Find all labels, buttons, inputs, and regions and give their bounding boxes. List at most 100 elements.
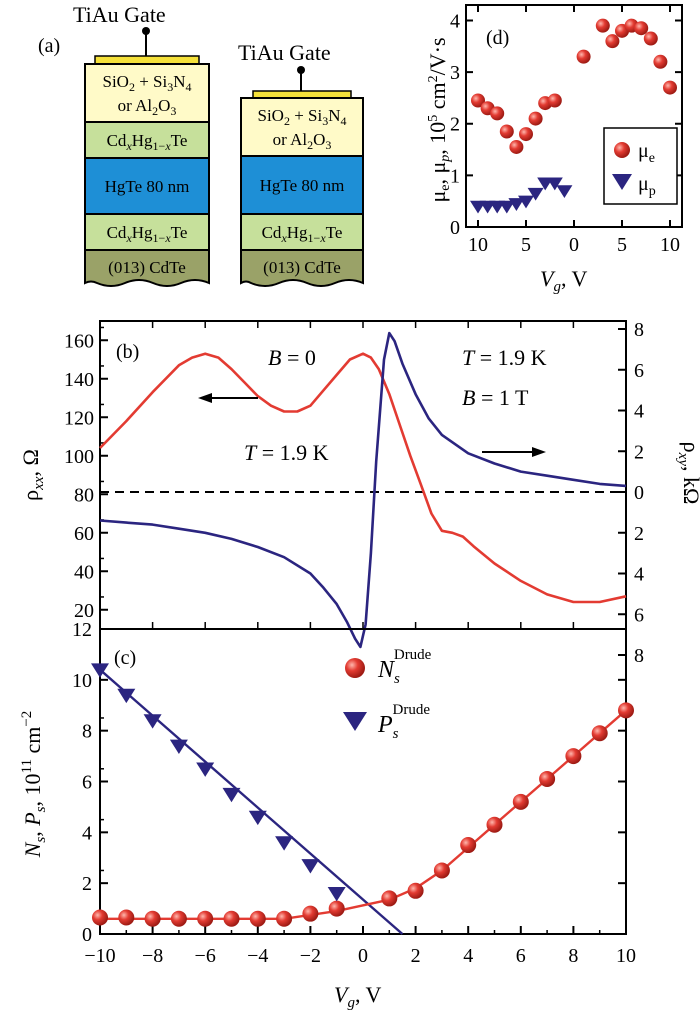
annotation-b0: B = 0 [268, 345, 316, 370]
legend-ps-marker [343, 712, 367, 731]
legend-mu-p-marker [612, 174, 632, 190]
c-x-tick-label: 6 [516, 945, 526, 967]
panel-b-label: (b) [116, 341, 139, 363]
ns-point [302, 905, 319, 922]
mu-e-point [576, 49, 591, 64]
buffer-text-left: CdxHg1−xTe [107, 223, 188, 245]
ps-point [196, 762, 215, 777]
mu-p-point [518, 195, 534, 209]
ps-point [275, 836, 294, 851]
legend-mu-e-marker [614, 142, 630, 158]
d-y-tick-label: 3 [450, 62, 460, 84]
arrow-left-axis [198, 393, 258, 403]
ps-point [117, 688, 136, 704]
c-x-tick-label: −4 [247, 945, 268, 967]
cap-layer-left [84, 121, 210, 159]
b-left-tick-label: 120 [64, 407, 94, 429]
ns-point [197, 910, 214, 927]
arrow-right-axis [482, 447, 546, 457]
ns-point [249, 910, 266, 927]
dielectric-text-1-right: SiO2 + Si3N4 [257, 106, 346, 128]
ns-point [591, 725, 608, 742]
ps-fit-line [99, 668, 404, 935]
c-x-tick-label: 8 [568, 945, 578, 967]
ps-point [169, 739, 188, 755]
c-y-tick-label: 6 [82, 772, 92, 794]
mu-e-point [499, 124, 514, 139]
c-x-tick-label: 0 [358, 945, 368, 967]
b-right-tick-label: 8 [634, 645, 644, 667]
mu-e-point [643, 31, 658, 46]
ps-point [222, 787, 241, 803]
c-x-tick-label: 10 [616, 945, 636, 967]
mu-e-point [663, 80, 677, 95]
panel-d-ylabel: μe, μp, 105 cm2/V·s [425, 37, 453, 202]
d-x-tick-label: 10 [660, 234, 680, 256]
panel-c-xlabel: Vg, V [334, 982, 382, 1011]
ns-point [433, 862, 450, 879]
ns-point [170, 910, 187, 927]
legend-ns-marker [345, 658, 365, 678]
panel-d-xlabel: Vg, V [540, 266, 588, 295]
gate-contact-left [142, 27, 150, 35]
annotation-field: B = 1 T [462, 385, 529, 410]
dielectric-text-1-left: SiO2 + Si3N4 [102, 72, 191, 94]
panel-a-layer-stack: (a) TiAu Gate SiO2 + Si3N4 or Al2O3 CdxH… [38, 2, 364, 287]
mu-e-point [490, 106, 505, 121]
d-y-tick-label: 0 [450, 217, 460, 239]
rho-xx-curve [99, 352, 627, 604]
ps-point [91, 663, 109, 678]
legend-ns-label: NsDrude [377, 647, 432, 687]
b-right-tick-label: 0 [634, 482, 644, 504]
ns-point [407, 882, 424, 899]
ps-point [143, 714, 162, 729]
c-y-tick-label: 12 [72, 619, 92, 641]
panel-a-label: (a) [38, 35, 60, 57]
well-text-left: HgTe 80 nm [105, 177, 190, 196]
b-left-tick-label: 160 [64, 330, 94, 352]
gate-label-left: TiAu Gate [73, 2, 166, 27]
panel-c-label: (c) [114, 647, 136, 669]
dielectric-text-2-right: or Al2O3 [273, 130, 332, 152]
mu-e-point [634, 21, 649, 36]
c-x-tick-label: −6 [195, 945, 216, 967]
mu-e-point [653, 54, 668, 69]
rho-xy-curve [99, 331, 627, 649]
mu-p-point [556, 185, 573, 199]
b-right-tick-label: 2 [634, 441, 644, 463]
mu-e-point [605, 34, 620, 49]
panel-c-ylabel: Ns, Ps, 1011 cm−2 [19, 711, 49, 859]
ns-point [460, 837, 477, 854]
panel-d-legend [603, 127, 678, 205]
d-x-tick-label: 10 [468, 234, 488, 256]
b-left-tick-label: 100 [64, 446, 94, 468]
c-y-tick-label: 8 [82, 721, 92, 743]
ns-point [486, 816, 503, 833]
substrate-text-left: (013) CdTe [108, 258, 186, 277]
mu-e-point [595, 18, 610, 33]
panel-d-label: (d) [486, 27, 509, 49]
ps-point [301, 859, 320, 874]
gate-contact-right [297, 66, 305, 74]
b-right-tick-label: 8 [634, 319, 644, 341]
b-left-tick-label: 40 [74, 561, 94, 583]
dielectric-text-2-left: or Al2O3 [118, 96, 177, 118]
ns-point [223, 910, 240, 927]
ns-point [328, 900, 345, 917]
d-y-tick-label: 4 [450, 10, 460, 32]
mu-e-point [519, 127, 533, 142]
ps-point [248, 810, 267, 826]
ps-point [327, 887, 346, 902]
d-x-tick-label: 0 [569, 234, 579, 256]
b-right-tick-label: 6 [634, 604, 644, 626]
c-x-tick-label: 2 [411, 945, 421, 967]
ns-point [144, 910, 161, 927]
panel-b-ylabel-right: ρxy, kΩ [675, 442, 700, 505]
c-x-tick-label: −8 [142, 945, 163, 967]
c-y-tick-label: 0 [82, 924, 92, 946]
ns-point [276, 910, 293, 927]
d-y-tick-label: 2 [450, 114, 460, 136]
